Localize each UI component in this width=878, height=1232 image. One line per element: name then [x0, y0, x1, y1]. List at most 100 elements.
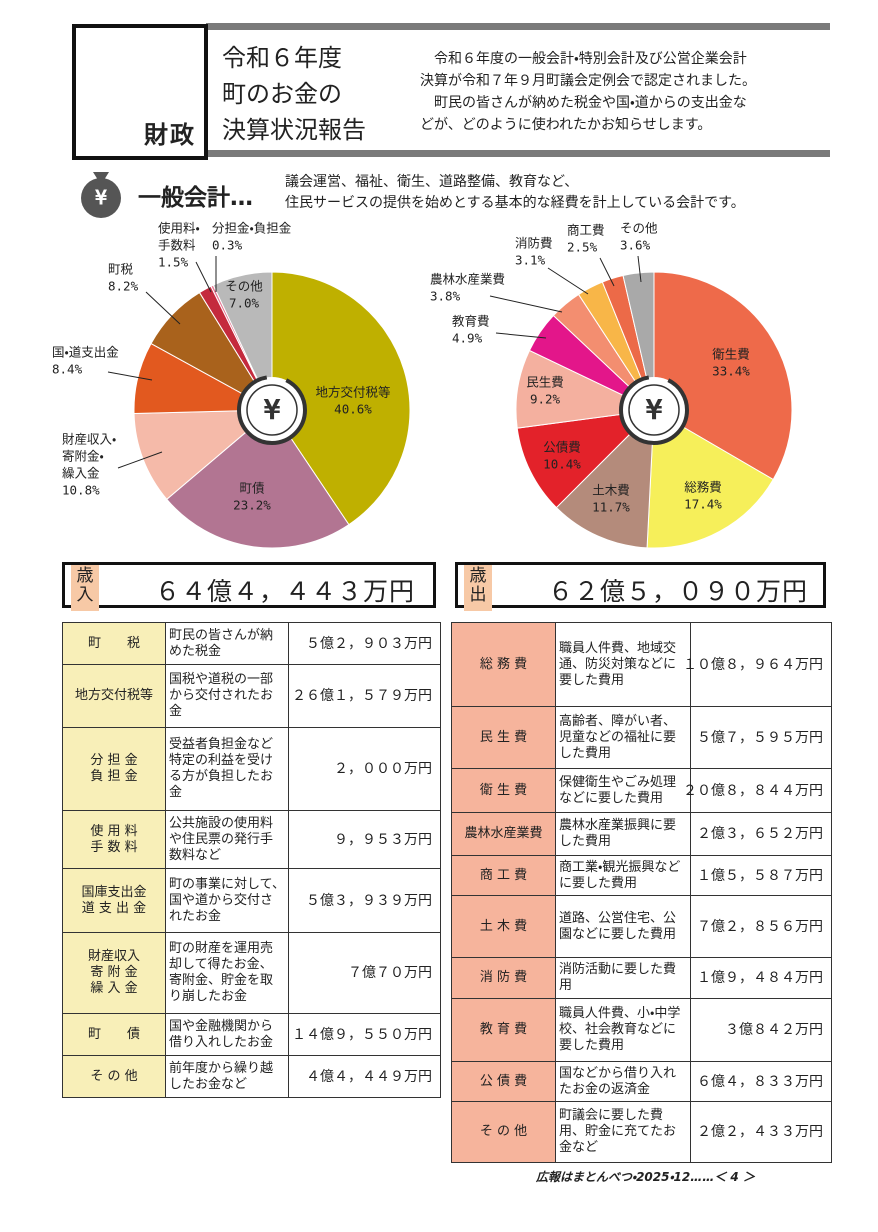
intro-line: 町民の皆さんが納めた税金や国・道からの支出金な: [434, 95, 747, 111]
section-title: 一般会計…: [138, 185, 253, 211]
row-description: 受益者負担金など特定の利益を受ける方が負担したお金: [165, 727, 289, 811]
yen-symbol: ¥: [646, 393, 663, 426]
yen-symbol: ¥: [264, 393, 281, 426]
row-amount: ７億７０万円: [288, 932, 441, 1014]
slice-label: 繰入金: [62, 466, 100, 481]
slice-value-label: 33.4%: [712, 364, 750, 379]
section-description: 住民サービスの提供を始めとする基本的な経費を計上している会計です。: [285, 195, 745, 211]
row-name: 消 防 費: [451, 957, 556, 999]
row-amount: １億５，５８７万円: [690, 855, 832, 896]
row-description: 公共施設の使用料や住民票の発行手数料など: [165, 810, 289, 869]
slice-label: 商工費: [567, 223, 605, 238]
slice-label: 町債: [239, 481, 264, 496]
row-description: 商工業・観光振興などに要した費用: [555, 855, 691, 896]
slice-label: 財産収入・: [62, 432, 116, 447]
row-amount: １４億９，５５０万円: [288, 1013, 441, 1056]
slice-label: 公債費: [543, 440, 581, 455]
intro-line: 令和６年度の一般会計・特別会計及び公営企業会計: [434, 51, 747, 67]
row-name: 公 債 費: [451, 1061, 556, 1102]
intro-line: 決算が令和７年９月町議会定例会で認定されました。: [420, 73, 756, 89]
row-name: 分 担 金 負 担 金: [62, 727, 166, 811]
leader-line: [495, 332, 547, 339]
leader-line: [107, 371, 153, 381]
slice-value-label: 11.7%: [592, 500, 630, 515]
row-description: 道路、公営住宅、公園などに要した費用: [555, 895, 691, 958]
slice-value-label: 3.8%: [430, 289, 461, 304]
slice-label: 民生費: [526, 375, 564, 390]
pie-charts: ¥ 地方交付税等 40.6% 町債 23.2% 財産収入・寄附金・繰入金 10.8% 国・道支…: [52, 221, 793, 549]
leader-line: [145, 291, 181, 325]
row-description: 職員人件費、地域交通、防災対策などに要した費用: [555, 622, 691, 707]
title-line: 令和６年度: [222, 44, 342, 72]
slice-label: 分担金・負担金: [212, 221, 292, 236]
pie-slice: [646, 409, 774, 549]
row-name: 総 務 費: [451, 622, 556, 707]
expenditure-total-box: 歳出 ６２億５，０９０万円: [455, 562, 826, 611]
header-rule: [206, 23, 830, 30]
row-name: 町 税: [62, 622, 166, 665]
row-description: 高齢者、障がい者、児童などの福祉に要した費用: [555, 706, 691, 769]
slice-value-label: 1.5%: [158, 255, 189, 270]
slice-value-label: 7.0%: [229, 296, 260, 311]
slice-label: 衛生費: [712, 347, 750, 362]
row-name: 商 工 費: [451, 855, 556, 896]
row-description: 国などから借り入れたお金の返済金: [555, 1061, 691, 1102]
pie-slice: [212, 271, 273, 411]
pie-slice: [166, 409, 350, 549]
row-name: 農林水産業費: [451, 812, 556, 856]
section-description: 議会運営、福祉、衛生、道路整備、教育など、: [285, 174, 579, 190]
row-amount: ７億２，８５６万円: [690, 895, 832, 958]
leader-line: [547, 267, 589, 295]
row-name: 衛 生 費: [451, 768, 556, 813]
pie-slice: [622, 271, 655, 411]
expenditure-total: ６２億５，０９０万円: [548, 577, 809, 606]
slice-value-label: 0.3%: [212, 238, 243, 253]
row-description: 国や金融機関から借り入れしたお金: [165, 1013, 289, 1056]
slice-label: その他: [225, 279, 263, 294]
pie-slice: [555, 408, 655, 549]
row-amount: ２億３，６５２万円: [690, 812, 832, 856]
row-amount: ２６億１，５７９万円: [288, 664, 441, 728]
slice-label: 国・道支出金: [52, 345, 119, 360]
slice-label: 寄附金・: [62, 449, 104, 464]
row-description: 保健衛生やごみ処理などに要した費用: [555, 768, 691, 813]
expenditure-label: 歳出: [464, 565, 492, 611]
slice-value-label: 3.1%: [515, 253, 546, 268]
row-name: 民 生 費: [451, 706, 556, 769]
row-amount: ２，０００万円: [288, 727, 441, 811]
slice-value-label: 4.9%: [452, 331, 483, 346]
slice-value-label: 17.4%: [684, 497, 722, 512]
slice-label: 地方交付税等: [315, 385, 390, 400]
leader-line: [637, 255, 642, 283]
yen-bag-icon: ¥: [81, 172, 121, 218]
leader-line: [117, 451, 163, 469]
slice-value-label: 40.6%: [334, 402, 372, 417]
row-description: 消防活動に要した費用: [555, 957, 691, 999]
row-amount: ９，９５３万円: [288, 810, 441, 869]
row-amount: ２億２，４３３万円: [690, 1101, 832, 1163]
leader-line: [489, 295, 563, 313]
pie-slice: [653, 271, 793, 481]
row-name: そ の 他: [451, 1101, 556, 1163]
row-name: 町 債: [62, 1013, 166, 1056]
slice-value-label: 3.6%: [620, 238, 651, 253]
slice-value-label: 10.4%: [543, 457, 581, 472]
center-icon-inner: [246, 384, 298, 436]
row-name: 地方交付税等: [62, 664, 166, 728]
slice-value-label: 9.2%: [530, 392, 561, 407]
slice-label: 農林水産業費: [430, 272, 505, 287]
row-name: 土 木 費: [451, 895, 556, 958]
title-line: 決算状況報告: [222, 116, 366, 144]
row-amount: ３億８４２万円: [690, 998, 832, 1062]
revenue-total-box: 歳入 ６４億４，４４３万円: [62, 562, 436, 611]
title-line: 町のお金の: [222, 80, 342, 108]
slice-label: その他: [620, 221, 658, 236]
row-name: 使 用 料 手 数 料: [62, 810, 166, 869]
revenue-label: 歳入: [71, 565, 99, 611]
svg-text:¥: ¥: [95, 186, 107, 210]
row-amount: ６億４，８３３万円: [690, 1061, 832, 1102]
pie-slice: [516, 409, 656, 509]
revenue-total: ６４億４，４４３万円: [155, 577, 416, 606]
